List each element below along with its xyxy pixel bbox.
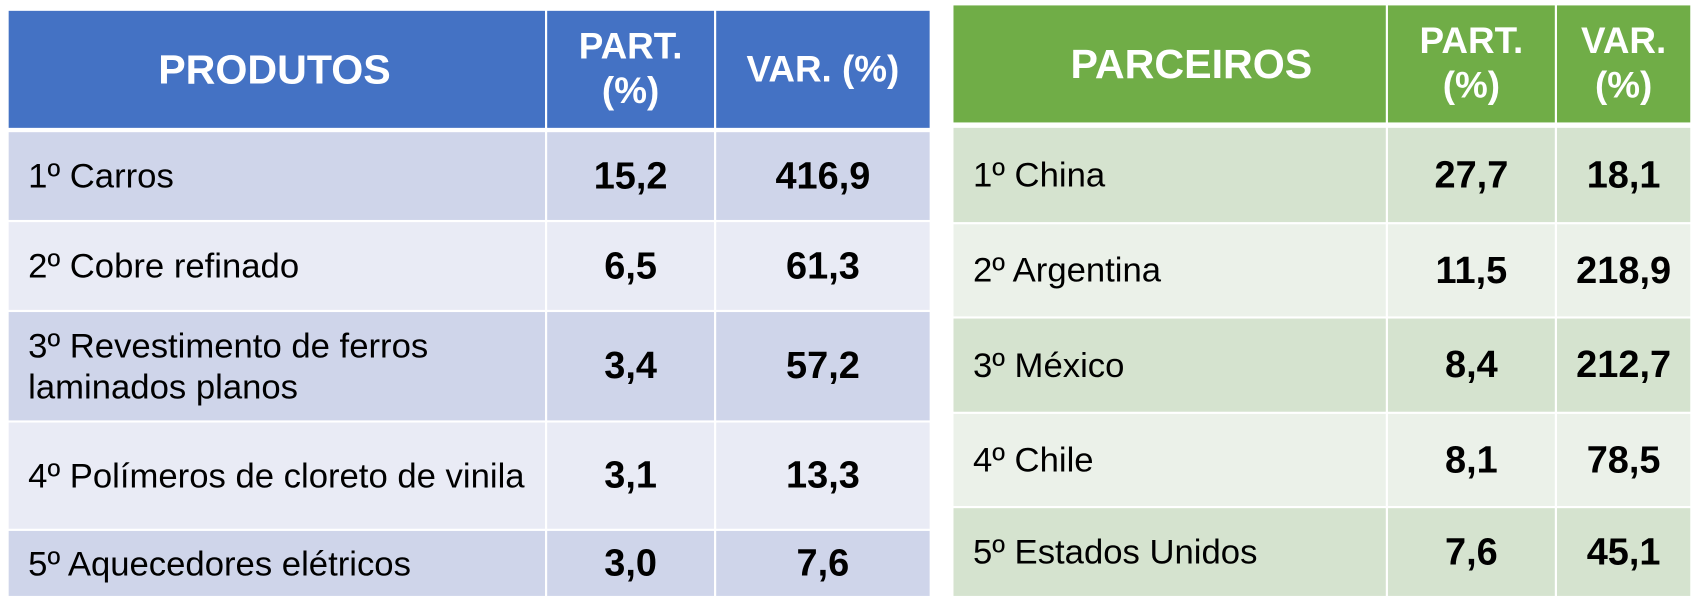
- row-name: 1º China: [953, 127, 1386, 223]
- row-part: 11,5: [1387, 224, 1555, 317]
- row-var: 61,3: [716, 222, 930, 310]
- row-var: 78,5: [1556, 413, 1691, 506]
- row-var: 13,3: [716, 422, 930, 529]
- header-title: PRODUTOS: [158, 47, 391, 94]
- row-name: 3º México: [953, 318, 1386, 412]
- row-var: 212,7: [1556, 318, 1691, 412]
- header-bg: [953, 5, 1386, 123]
- row-part: 3,1: [547, 422, 715, 529]
- row-part: 6,5: [547, 222, 715, 310]
- row-var: 416,9: [716, 132, 930, 220]
- row-name: 5º Estados Unidos: [953, 508, 1386, 596]
- header-var: VAR. (%): [716, 10, 930, 128]
- row-name: 2º Cobre refinado: [8, 222, 546, 310]
- row-name: 4º Polímeros de cloreto de vinila: [8, 422, 546, 529]
- header-bg: [8, 10, 546, 128]
- row-part: 8,1: [1387, 413, 1555, 506]
- row-name: 5º Aquecedores elétricos: [8, 530, 546, 596]
- row-part: 15,2: [547, 132, 715, 220]
- header-var: VAR. (%): [1556, 5, 1691, 123]
- row-part: 7,6: [1387, 508, 1555, 596]
- row-name: 1º Carros: [8, 132, 546, 220]
- header-part: PART. (%): [1387, 5, 1555, 123]
- row-name: 3º Revestimento de ferros laminados plan…: [8, 312, 546, 421]
- row-name: 4º Chile: [953, 413, 1386, 506]
- row-part: 27,7: [1387, 127, 1555, 223]
- row-part: 3,0: [547, 530, 715, 596]
- row-name: 2º Argentina: [953, 224, 1386, 317]
- row-var: 45,1: [1556, 508, 1691, 596]
- row-var: 18,1: [1556, 127, 1691, 223]
- header-title: PARCEIROS: [1070, 42, 1313, 88]
- header-part: PART. (%): [547, 10, 715, 128]
- row-var: 218,9: [1556, 224, 1691, 317]
- row-part: 8,4: [1387, 318, 1555, 412]
- row-var: 7,6: [716, 530, 930, 596]
- row-var: 57,2: [716, 312, 930, 421]
- row-part: 3,4: [547, 312, 715, 421]
